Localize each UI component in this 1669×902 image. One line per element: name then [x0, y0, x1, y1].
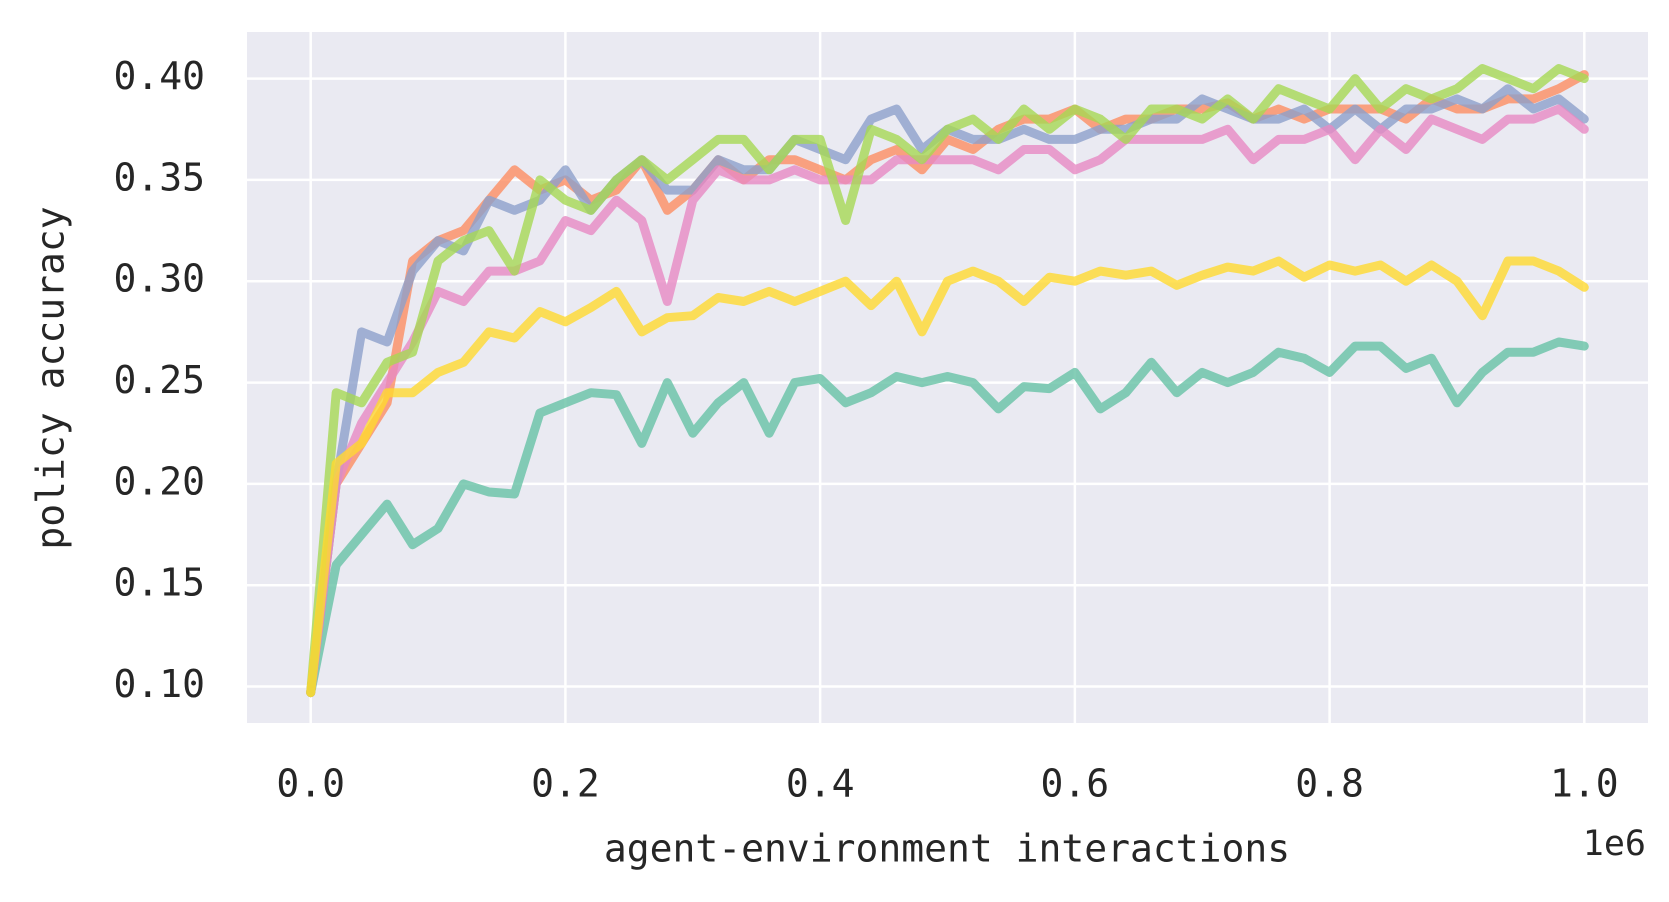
- y-tick-label: 0.35: [113, 155, 205, 199]
- x-tick-label: 0.0: [276, 762, 345, 806]
- line: [306, 256, 1589, 698]
- line: [306, 70, 1589, 698]
- x-axis-label: agent-environment interactions: [604, 827, 1290, 871]
- line: [306, 337, 1589, 698]
- y-tick-label: 0.15: [113, 561, 205, 605]
- x-tick-label: 0.2: [531, 762, 600, 806]
- x-tick-label: 0.4: [786, 762, 855, 806]
- y-tick-label: 0.20: [113, 459, 205, 503]
- x-tick-label: 0.8: [1295, 762, 1364, 806]
- y-tick-label: 0.25: [113, 358, 205, 402]
- x-offset-label: 1e6: [1583, 824, 1646, 864]
- y-axis-label: policy accuracy: [29, 206, 73, 549]
- y-tick-label: 0.40: [113, 54, 205, 98]
- line: [306, 64, 1589, 698]
- y-tick-label: 0.10: [113, 662, 205, 706]
- x-tick-label: 1.0: [1550, 762, 1619, 806]
- x-tick-label: 0.6: [1041, 762, 1110, 806]
- line: [306, 104, 1589, 698]
- y-tick-label: 0.30: [113, 257, 205, 301]
